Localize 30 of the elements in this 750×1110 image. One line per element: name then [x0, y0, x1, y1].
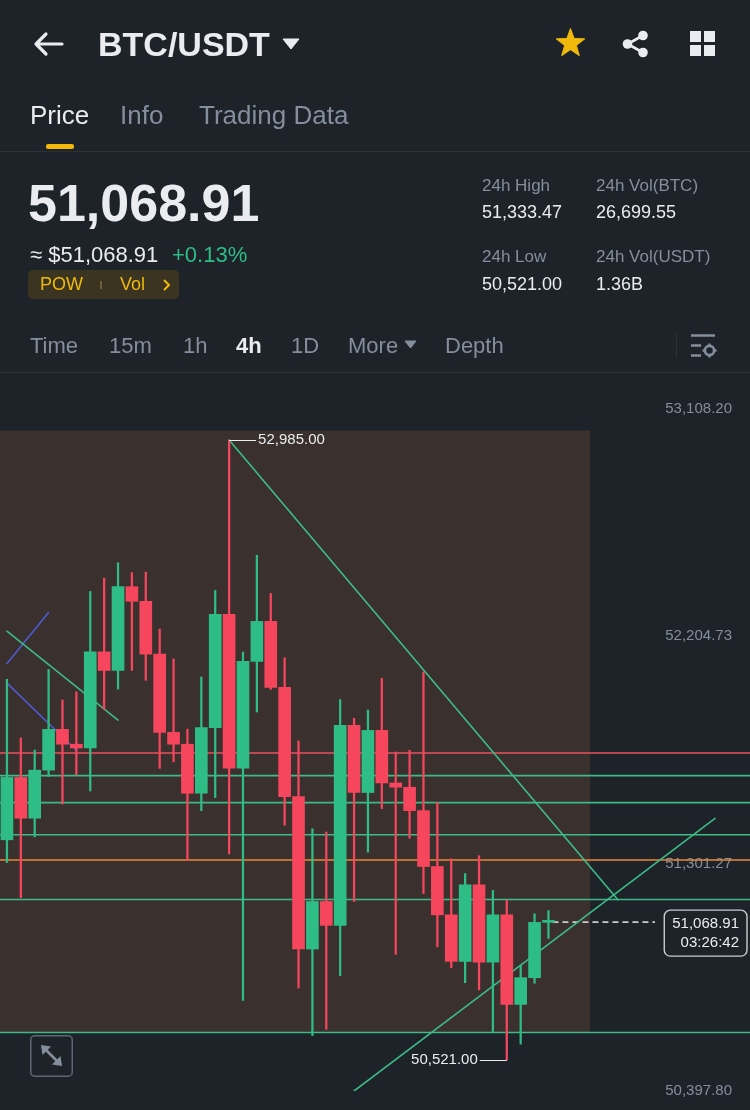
y-tick-label: 53,108.20	[665, 399, 732, 417]
text: Vol	[120, 274, 146, 296]
text: 51,333.47	[482, 202, 563, 224]
text: Depth	[445, 332, 504, 360]
text: 1.36B	[596, 274, 644, 296]
text: Info	[120, 100, 164, 132]
text: Price	[30, 100, 90, 132]
text: Trading Data	[199, 100, 349, 132]
chart-title: BTC/USDT	[98, 23, 270, 65]
text: Time	[30, 332, 79, 360]
text: +0.13%	[172, 241, 248, 269]
text: 24h Vol(BTC)	[596, 175, 699, 197]
text: 1h	[183, 332, 208, 360]
text: 4h	[236, 332, 262, 360]
text: POW	[40, 274, 83, 296]
y-tick-label: 52,204.73	[665, 626, 732, 644]
text: 1D	[291, 332, 320, 360]
text: 50,521.00	[482, 274, 563, 296]
text: 26,699.55	[596, 202, 677, 224]
annotation: 50,521.00	[411, 1050, 478, 1068]
text: 51,068.91	[28, 172, 260, 234]
text: 24h Low	[482, 246, 547, 268]
text: 15m	[109, 332, 152, 360]
text: More	[348, 332, 399, 360]
ref-line-label: 51,068.91 03:26:42	[672, 913, 739, 950]
text: 24h Vol(USDT)	[596, 246, 711, 268]
annotation: 52,985.00	[258, 430, 325, 448]
text: ≈ $51,068.91	[30, 241, 159, 269]
y-tick-label: 50,397.80	[665, 1081, 732, 1099]
text: 24h High	[482, 175, 551, 197]
